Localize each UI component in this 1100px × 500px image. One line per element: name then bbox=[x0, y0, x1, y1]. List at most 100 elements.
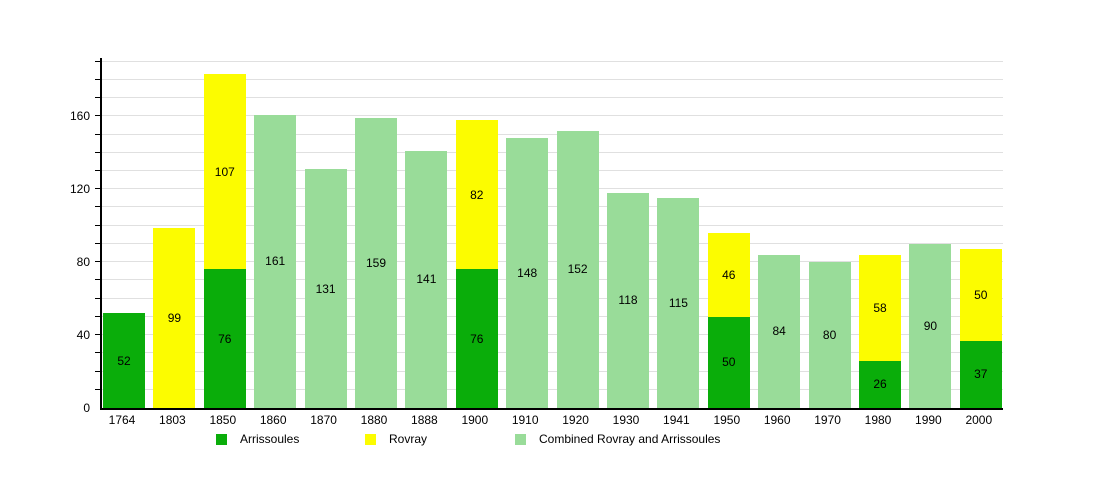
bar-1888: 141 bbox=[405, 150, 448, 408]
bar-value-label: 152 bbox=[567, 262, 588, 277]
gridline-140 bbox=[102, 151, 1003, 153]
bar-value-label: 50 bbox=[974, 287, 988, 302]
x-axis-label-1850: 1850 bbox=[209, 413, 237, 427]
bar-segment-1980-arrissoules: 26 bbox=[859, 360, 901, 408]
x-axis-label-1900: 1900 bbox=[461, 413, 489, 427]
bar-value-label: 82 bbox=[470, 187, 484, 202]
y-axis-label-160: 160 bbox=[69, 109, 90, 124]
bar-segment-1850-rovray: 107 bbox=[203, 74, 246, 270]
y-axis-label-0: 0 bbox=[83, 401, 90, 415]
bar-segment-1910-combined: 148 bbox=[506, 138, 549, 408]
bar-segment-1980-rovray: 58 bbox=[859, 254, 901, 361]
gridline-120 bbox=[102, 188, 1003, 190]
x-axis-label-2000: 2000 bbox=[965, 413, 993, 427]
bar-segment-1764-arrissoules: 52 bbox=[103, 313, 145, 408]
x-axis-label-1880: 1880 bbox=[360, 413, 388, 427]
bar-1900: 76 82 bbox=[455, 120, 498, 408]
bar-value-label: 37 bbox=[974, 367, 988, 382]
legend-item-combined: Combined Rovray and Arrissoules bbox=[515, 432, 720, 446]
bar-2000: 37 50 bbox=[959, 249, 1002, 408]
bar-segment-1888-combined: 141 bbox=[405, 150, 448, 408]
bar-value-label: 84 bbox=[772, 324, 786, 339]
bar-1990: 90 bbox=[909, 243, 952, 408]
bar-value-label: 148 bbox=[517, 266, 538, 281]
bar-1930: 118 bbox=[607, 192, 649, 408]
x-axis-label-1910: 1910 bbox=[511, 413, 539, 427]
y-axis-tick-170 bbox=[95, 97, 101, 99]
y-axis-tick-180 bbox=[95, 78, 101, 80]
bar-segment-1920-combined: 152 bbox=[556, 130, 599, 408]
x-axis-label-1888: 1888 bbox=[411, 413, 438, 427]
bar-segment-1990-combined: 90 bbox=[909, 243, 952, 408]
bar-segment-1900-rovray: 82 bbox=[455, 120, 498, 270]
legend-label-arrissoules: Arrissoules bbox=[240, 432, 300, 446]
gridline-90 bbox=[102, 242, 1003, 244]
bar-1860: 161 bbox=[254, 114, 297, 408]
bar-value-label: 161 bbox=[265, 254, 286, 269]
y-axis-tick-40 bbox=[95, 334, 101, 336]
y-axis-label-40: 40 bbox=[76, 328, 90, 343]
gridline-180 bbox=[102, 78, 1003, 80]
bar-value-label: 131 bbox=[315, 281, 336, 296]
legend-label-combined: Combined Rovray and Arrissoules bbox=[539, 432, 721, 446]
y-axis-tick-90 bbox=[95, 242, 101, 244]
combined-swatch-icon bbox=[515, 433, 526, 445]
arrissoules-swatch-icon bbox=[216, 433, 227, 445]
bar-1910: 148 bbox=[506, 138, 549, 408]
x-axis-label-1920: 1920 bbox=[562, 413, 589, 427]
legend: Arrissoules Rovray Combined Rovray and A… bbox=[0, 432, 1100, 450]
gridline-150 bbox=[102, 133, 1003, 135]
bar-segment-1880-combined: 159 bbox=[355, 118, 397, 408]
y-axis-tick-120 bbox=[95, 188, 101, 190]
gridline-80 bbox=[102, 261, 1003, 263]
bar-value-label: 99 bbox=[167, 310, 182, 325]
gridline-50 bbox=[102, 315, 1003, 317]
x-axis-label-1990: 1990 bbox=[915, 413, 942, 427]
bar-segment-1870-combined: 131 bbox=[304, 169, 347, 408]
bar-1880: 159 bbox=[355, 118, 397, 408]
y-axis-tick-190 bbox=[95, 60, 101, 62]
bar-value-label: 52 bbox=[117, 353, 131, 368]
gridline-10 bbox=[102, 388, 1003, 390]
bar-value-label: 115 bbox=[668, 296, 688, 311]
bar-value-label: 26 bbox=[873, 377, 887, 392]
bar-value-label: 90 bbox=[923, 318, 938, 333]
y-axis-label-80: 80 bbox=[76, 255, 90, 270]
y-axis-tick-10 bbox=[95, 388, 101, 390]
gridline-40 bbox=[102, 334, 1003, 336]
bar-1941: 115 bbox=[657, 198, 700, 408]
x-axis-label-1980: 1980 bbox=[864, 413, 892, 427]
bar-segment-2000-rovray: 50 bbox=[959, 249, 1002, 341]
bar-segment-1950-rovray: 46 bbox=[707, 233, 750, 317]
y-axis-tick-30 bbox=[95, 352, 101, 354]
legend-label-rovray: Rovray bbox=[389, 432, 428, 446]
x-axis-label-1860: 1860 bbox=[259, 413, 287, 427]
y-axis-label-120: 120 bbox=[69, 182, 90, 197]
gridline-110 bbox=[102, 206, 1003, 208]
y-axis-tick-100 bbox=[95, 224, 101, 226]
x-axis-label-1930: 1930 bbox=[612, 413, 640, 427]
bar-1920: 152 bbox=[556, 130, 599, 408]
x-axis-label-1960: 1960 bbox=[763, 413, 791, 427]
bar-segment-1970-combined: 80 bbox=[808, 262, 851, 408]
gridline-190 bbox=[102, 60, 1003, 62]
x-axis: 1764 1803 1850 1860 1870 1880 1888 1900 1910 1920… bbox=[100, 413, 1001, 429]
y-axis-tick-140 bbox=[95, 151, 101, 153]
bar-segment-1900-arrissoules: 76 bbox=[455, 269, 498, 408]
y-axis-tick-80 bbox=[95, 261, 101, 263]
bar-1764: 52 bbox=[103, 313, 145, 408]
gridline-170 bbox=[102, 97, 1003, 99]
y-axis-tick-60 bbox=[95, 297, 101, 299]
y-axis-tick-70 bbox=[95, 279, 101, 281]
bar-1803: 99 bbox=[153, 227, 196, 408]
bar-1950: 50 46 bbox=[707, 233, 750, 408]
bar-value-label: 118 bbox=[618, 293, 638, 308]
legend-item-arrissoules: Arrissoules bbox=[216, 432, 299, 446]
bar-value-label: 76 bbox=[470, 331, 484, 346]
y-axis-tick-150 bbox=[95, 133, 101, 135]
y-axis: 0 40 80 120 160 bbox=[0, 58, 90, 415]
x-axis-label-1970: 1970 bbox=[814, 413, 841, 427]
y-axis-tick-130 bbox=[95, 170, 101, 172]
x-axis-label-1803: 1803 bbox=[159, 413, 186, 427]
